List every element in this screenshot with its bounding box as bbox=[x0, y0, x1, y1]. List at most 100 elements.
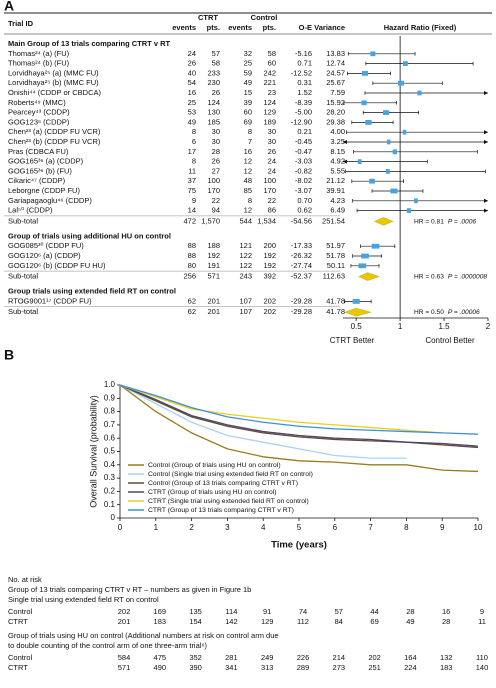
risk-count: 129 bbox=[261, 617, 274, 626]
column-header: events bbox=[172, 23, 196, 32]
trial-name: Gariapagaoglu⁴⁶ (CDDP) bbox=[8, 196, 92, 205]
table-cell: 41.78 bbox=[326, 307, 345, 316]
table-cell: -27.74 bbox=[291, 261, 312, 270]
trial-name: Lal⁵⁰ (CDDP) bbox=[8, 206, 53, 215]
x-tick-label: 5 bbox=[297, 523, 302, 532]
hr-square bbox=[385, 169, 390, 174]
table-cell: 22 bbox=[212, 196, 220, 205]
x-tick-label: 2 bbox=[486, 322, 491, 331]
table-cell: 8.15 bbox=[330, 147, 345, 156]
table-cell: 54 bbox=[188, 78, 196, 87]
x-tick-label: 2 bbox=[189, 523, 194, 532]
table-cell: 544 bbox=[239, 216, 252, 225]
subtotal-label: Sub-total bbox=[8, 307, 38, 316]
table-cell: 58 bbox=[268, 49, 276, 58]
y-tick-label: 0.1 bbox=[104, 500, 116, 509]
table-cell: 122 bbox=[239, 261, 252, 270]
table-cell: 22 bbox=[268, 196, 276, 205]
hr-square bbox=[369, 178, 375, 184]
table-cell: 242 bbox=[263, 68, 276, 77]
risk-count: 9 bbox=[480, 607, 484, 616]
table-cell: 75 bbox=[188, 186, 196, 195]
risk-count: 49 bbox=[406, 617, 414, 626]
hr-square bbox=[361, 71, 368, 76]
table-cell: 8 bbox=[192, 127, 196, 136]
risk-count: 44 bbox=[370, 607, 378, 616]
table-cell: 170 bbox=[207, 186, 220, 195]
ci-arrow bbox=[484, 140, 488, 144]
risk-count: 57 bbox=[335, 607, 343, 616]
table-cell: 1.52 bbox=[297, 88, 312, 97]
table-cell: 85 bbox=[244, 186, 252, 195]
table-cell: 41.78 bbox=[326, 296, 345, 305]
column-header: Control bbox=[251, 13, 278, 22]
column-header: pts. bbox=[207, 23, 220, 32]
table-cell: 0.70 bbox=[297, 196, 312, 205]
table-cell: -52.37 bbox=[291, 272, 312, 281]
table-cell: 48 bbox=[244, 176, 252, 185]
table-cell: 107 bbox=[239, 307, 252, 316]
trial-name: GOG120⁶ (a) (CDDP) bbox=[8, 251, 81, 260]
table-cell: 4.00 bbox=[330, 127, 345, 136]
table-cell: 0.62 bbox=[297, 206, 312, 215]
table-cell: 4.92 bbox=[330, 157, 345, 166]
table-cell: -5.00 bbox=[295, 108, 312, 117]
table-cell: 201 bbox=[207, 296, 220, 305]
table-cell: 12 bbox=[244, 166, 252, 175]
risk-row-label: Control bbox=[8, 607, 33, 616]
table-cell: 202 bbox=[263, 296, 276, 305]
risk-count: 114 bbox=[225, 607, 237, 616]
risk-count: 169 bbox=[154, 607, 167, 616]
table-cell: 16 bbox=[244, 147, 252, 156]
panel-label: B bbox=[4, 347, 14, 363]
risk-count: 251 bbox=[368, 663, 381, 672]
hr-value: HR = 0.63 bbox=[414, 273, 444, 280]
table-cell: -12.52 bbox=[291, 68, 312, 77]
ci-arrow bbox=[484, 208, 488, 213]
table-cell: 30 bbox=[268, 127, 276, 136]
risk-count: 273 bbox=[333, 663, 346, 672]
better-label: Control Better bbox=[425, 336, 475, 345]
risk-count: 201 bbox=[118, 617, 131, 626]
table-cell: 1,534 bbox=[257, 216, 276, 225]
table-cell: 100 bbox=[263, 176, 276, 185]
table-cell: 88 bbox=[188, 251, 196, 260]
table-cell: 243 bbox=[239, 272, 252, 281]
table-cell: -26.32 bbox=[291, 251, 312, 260]
table-cell: 130 bbox=[207, 108, 220, 117]
risk-row-label: CTRT bbox=[8, 663, 28, 672]
hr-square bbox=[392, 149, 397, 155]
risk-count: 224 bbox=[404, 663, 417, 672]
table-cell: 200 bbox=[263, 241, 276, 250]
table-cell: 40 bbox=[188, 68, 196, 77]
table-cell: 26 bbox=[212, 88, 220, 97]
table-cell: 6.49 bbox=[330, 206, 345, 215]
table-cell: 221 bbox=[263, 78, 276, 87]
table-cell: 32 bbox=[244, 49, 252, 58]
risk-count: 91 bbox=[263, 607, 271, 616]
x-tick-label: 3 bbox=[225, 523, 230, 532]
column-header: O-E bbox=[299, 23, 312, 32]
risk-count: 249 bbox=[261, 653, 274, 662]
table-cell: 21.12 bbox=[326, 176, 345, 185]
trial-name: GOG085³⁰ (CDDP FU) bbox=[8, 241, 84, 250]
hr-summary: HR = 0.81 P = .0006 bbox=[414, 218, 476, 225]
table-cell: 5.55 bbox=[330, 166, 345, 175]
table-cell: 192 bbox=[207, 251, 220, 260]
trial-name: Thomas²⁴ (b) (FU) bbox=[8, 59, 70, 68]
table-cell: 129 bbox=[263, 108, 276, 117]
table-cell: 23 bbox=[268, 88, 276, 97]
risk-count: 132 bbox=[440, 653, 453, 662]
y-tick-label: 0.7 bbox=[104, 420, 116, 429]
table-cell: 62 bbox=[188, 296, 196, 305]
legend-label: Control (Single trial using extended fie… bbox=[148, 471, 313, 478]
trial-name: Chen²³ (b) (CDDP FU VCR) bbox=[8, 137, 101, 146]
table-cell: 51.97 bbox=[326, 241, 345, 250]
table-cell: 53 bbox=[188, 108, 196, 117]
hr-summary: HR = 0.63 P = .0000008 bbox=[414, 273, 487, 280]
table-cell: -29.28 bbox=[291, 307, 312, 316]
y-tick-label: 0.5 bbox=[104, 447, 116, 456]
risk-heading: Group of trials using HU on control (Add… bbox=[8, 631, 279, 640]
risk-count: 164 bbox=[404, 653, 417, 662]
diamond bbox=[374, 217, 394, 226]
